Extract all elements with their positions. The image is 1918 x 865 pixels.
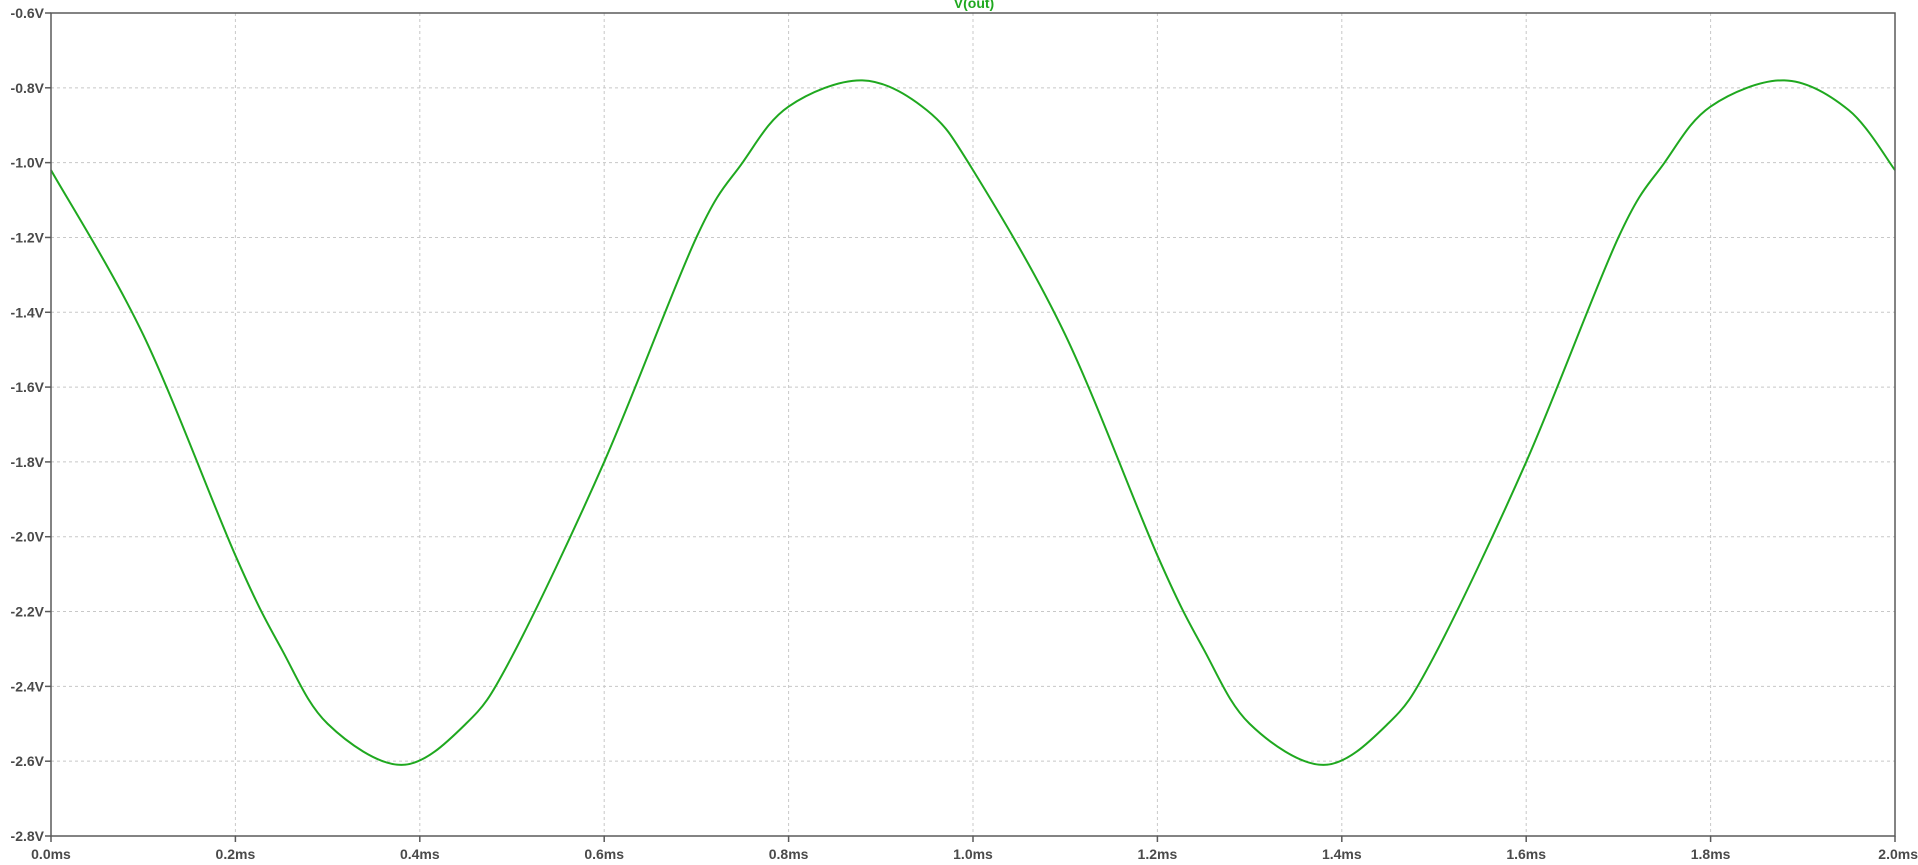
plot-frame [50,12,1896,837]
x-tick-label: 1.0ms [953,846,993,862]
x-tick-label: 1.4ms [1322,846,1362,862]
x-tick-label: 0.2ms [216,846,256,862]
y-tick-label: -2.8V [11,828,45,844]
y-tick-label: -1.2V [11,229,45,245]
y-tick-label: -1.0V [11,155,45,171]
series-layer [50,79,1896,766]
x-tick-label: 0.4ms [400,846,440,862]
y-axis-ticks: -0.6V -0.8V -1.0V -1.2V -1.4V -1.6V -1.8V -2.0V… [11,5,51,844]
x-axis-ticks: 0.0ms 0.2ms 0.4ms 0.6ms 0.8ms 1.0ms 1.2ms 1.4ms… [31,836,1918,862]
y-tick-label: -0.6V [11,5,45,21]
x-tick-label: 1.2ms [1138,846,1178,862]
x-tick-label: 1.8ms [1691,846,1731,862]
x-tick-label: 0.0ms [31,846,71,862]
y-tick-label: -2.0V [11,529,45,545]
series-line-vout [50,79,1896,766]
grid [51,13,1895,836]
y-tick-label: -0.8V [11,80,45,96]
y-tick-label: -2.4V [11,678,45,694]
y-tick-label: -2.2V [11,604,45,620]
x-tick-label: 0.8ms [769,846,809,862]
x-tick-label: 2.0ms [1878,846,1918,862]
y-tick-label: -2.6V [11,753,45,769]
y-tick-label: -1.8V [11,454,45,470]
trace-title[interactable]: V(out) [954,0,994,11]
y-tick-label: -1.4V [11,304,45,320]
y-tick-label: -1.6V [11,379,45,395]
x-tick-label: 0.6ms [584,846,624,862]
x-tick-label: 1.6ms [1506,846,1546,862]
